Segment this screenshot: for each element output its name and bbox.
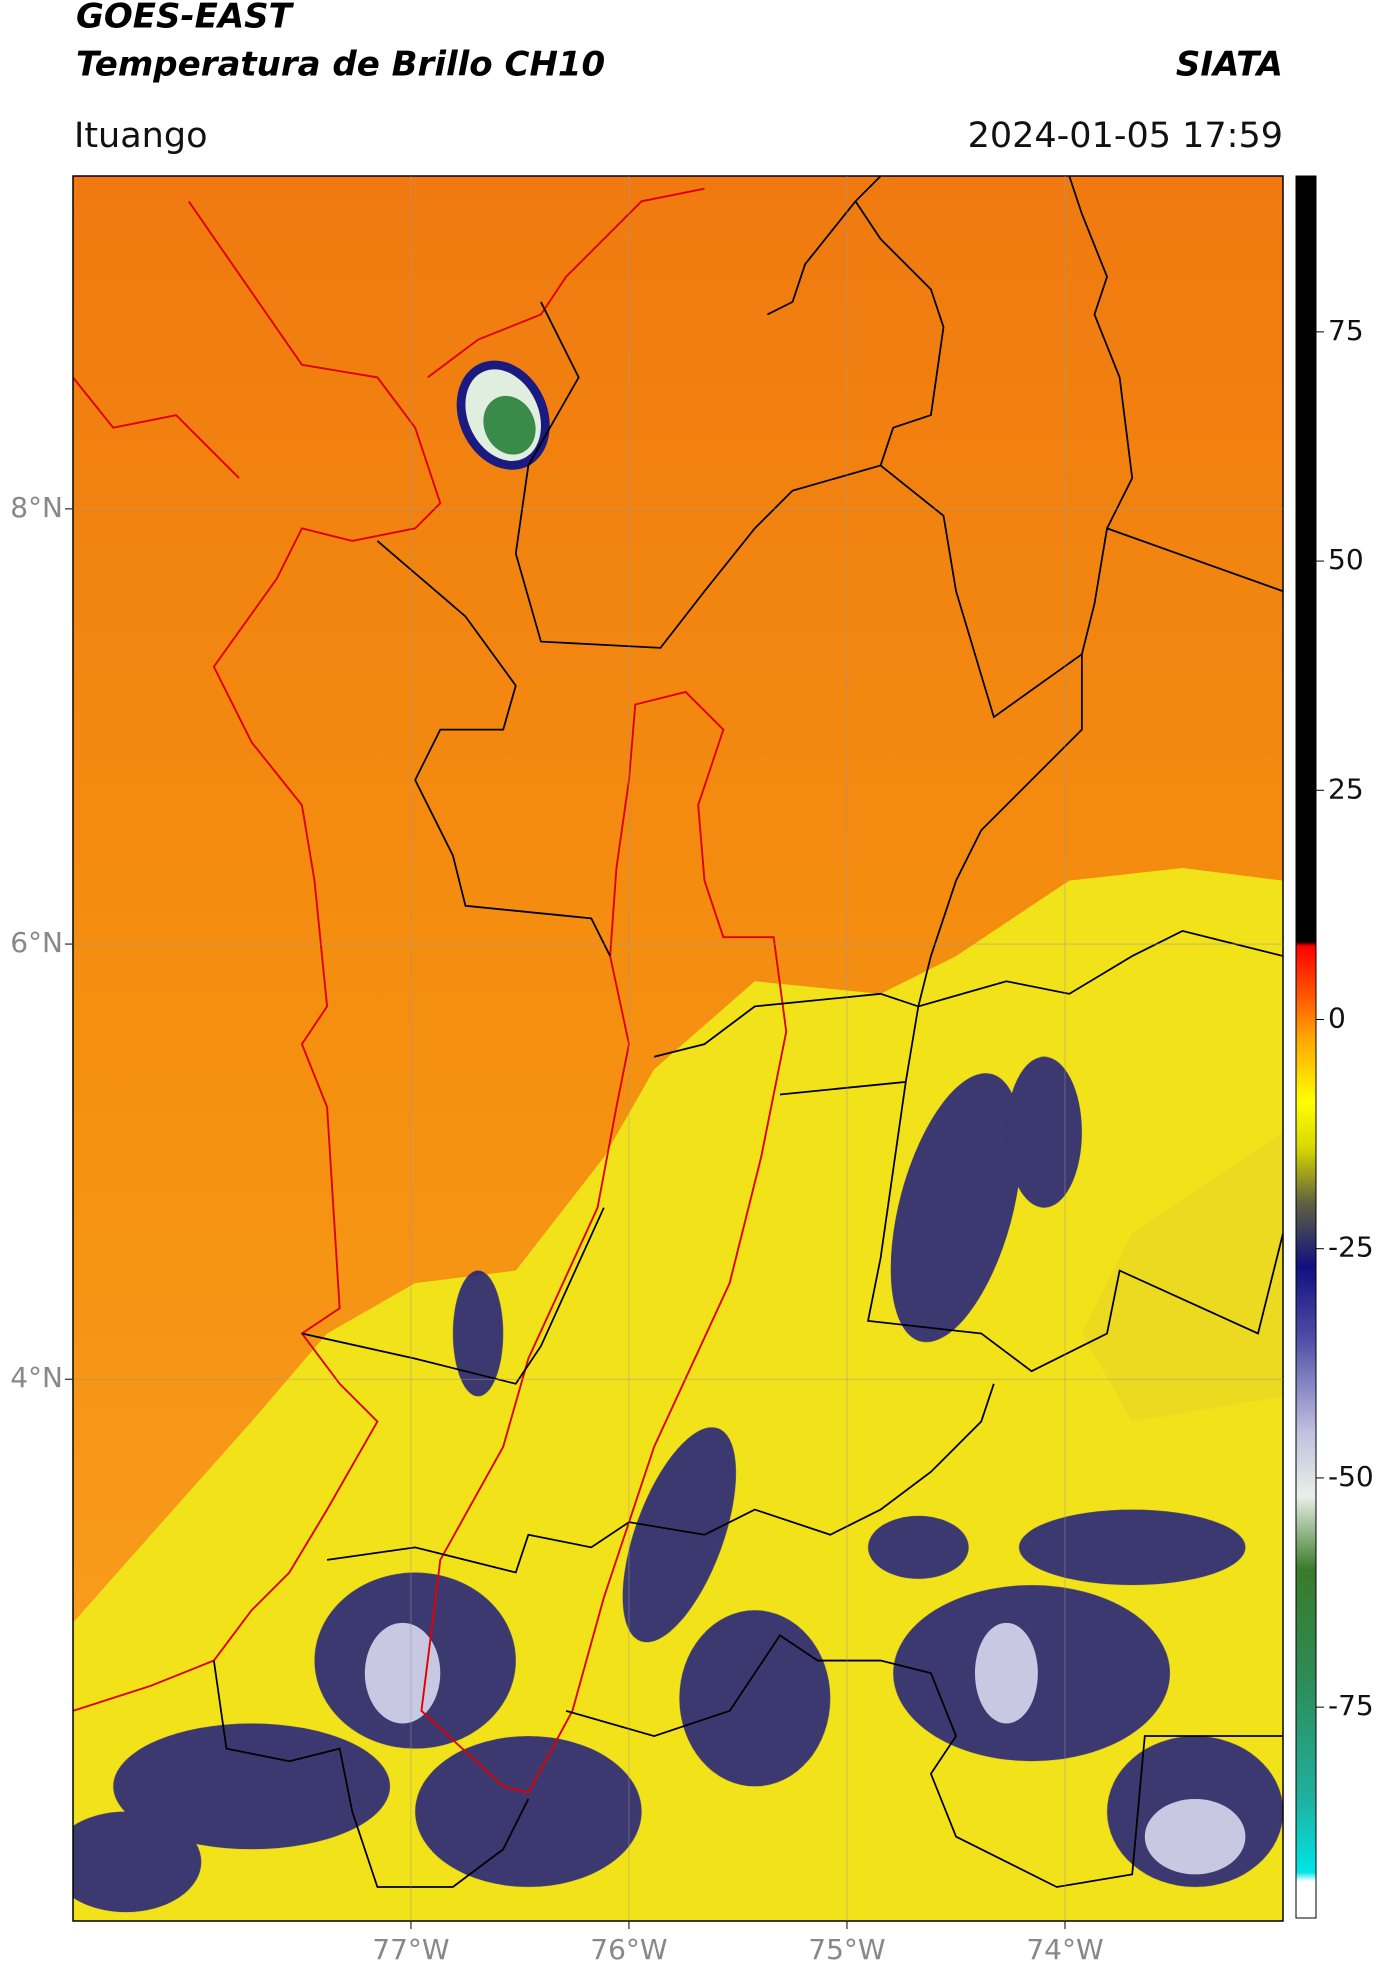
colorbar xyxy=(1295,175,1317,1919)
x-tick-label: 75°W xyxy=(808,1933,885,1966)
colorbar-tick-label: 25 xyxy=(1328,772,1364,805)
y-tick-label: 4°N xyxy=(10,1361,63,1394)
datetime: 2024-01-05 17:59 xyxy=(968,116,1283,156)
y-tick-label: 6°N xyxy=(10,926,63,959)
x-tick-label: 77°W xyxy=(372,1933,449,1966)
subtitle: Temperatura de Brillo CH10 xyxy=(76,45,605,85)
colorbar-tick-label: -75 xyxy=(1328,1689,1374,1722)
map-frame xyxy=(72,175,1284,1922)
colorbar-tick-label: -50 xyxy=(1328,1460,1374,1493)
colorbar-tick-label: -25 xyxy=(1328,1231,1374,1264)
y-tick-label: 8°N xyxy=(10,491,63,524)
location: Ituango xyxy=(74,116,208,156)
colorbar-tick-label: 75 xyxy=(1328,314,1364,347)
x-tick-label: 74°W xyxy=(1026,1933,1103,1966)
colorbar-tick-label: 50 xyxy=(1328,543,1364,576)
satellite-image xyxy=(73,176,1283,1921)
source: SIATA xyxy=(1176,45,1283,85)
axes: 77°W 76°W 75°W 74°W 8°N 6°N 4°N xyxy=(10,176,1283,1966)
colorbar-tick-label: 0 xyxy=(1328,1001,1346,1034)
title: GOES-EAST xyxy=(76,0,295,37)
x-tick-label: 76°W xyxy=(590,1933,667,1966)
